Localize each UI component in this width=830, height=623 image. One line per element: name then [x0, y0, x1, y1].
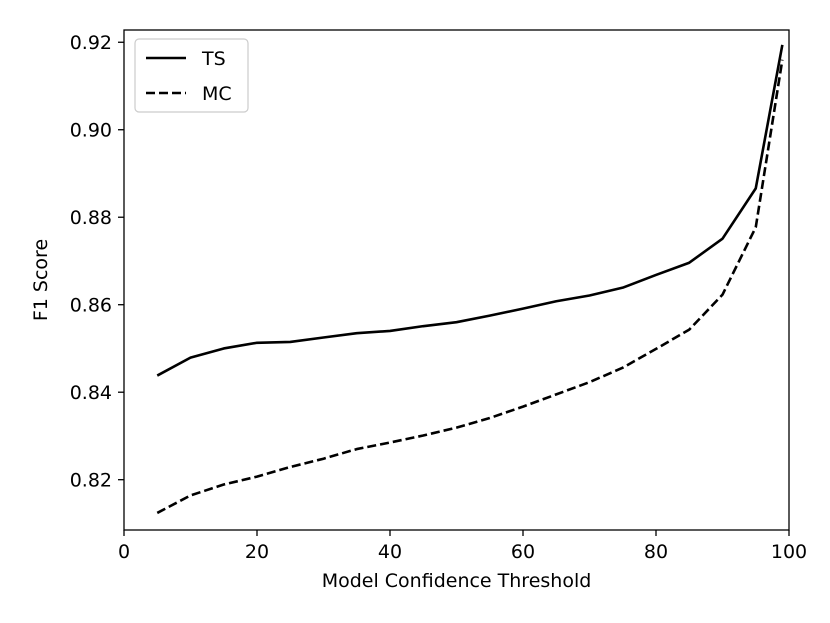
x-tick-label: 0	[118, 541, 130, 563]
y-tick-label: 0.92	[70, 32, 112, 54]
x-tick-label: 80	[644, 541, 668, 563]
y-tick-label: 0.90	[70, 120, 112, 142]
axes-layer: 0 20 40 60 80 100 0.82 0.84 0.86 0.88 0.90 0.92	[70, 29, 807, 563]
y-tick-label: 0.88	[70, 207, 112, 229]
y-axis-title: F1 Score	[30, 239, 52, 321]
x-tick-label: 100	[771, 541, 807, 563]
plot-frame	[123, 29, 790, 531]
y-tick-label: 0.82	[70, 470, 112, 492]
x-tick-label: 40	[378, 541, 402, 563]
series-layer	[156, 44, 784, 515]
y-tick-label: 0.84	[70, 382, 112, 404]
series-line-ts	[156, 44, 784, 377]
x-tick-label: 60	[511, 541, 535, 563]
x-tick-label: 20	[245, 541, 269, 563]
y-tick-label: 0.86	[70, 295, 112, 317]
legend-label-mc: MC	[202, 83, 232, 105]
series-line-mc	[156, 59, 784, 515]
legend-label-ts: TS	[201, 48, 226, 70]
x-axis-title: Model Confidence Threshold	[322, 570, 592, 592]
legend: TS MC	[134, 38, 249, 113]
